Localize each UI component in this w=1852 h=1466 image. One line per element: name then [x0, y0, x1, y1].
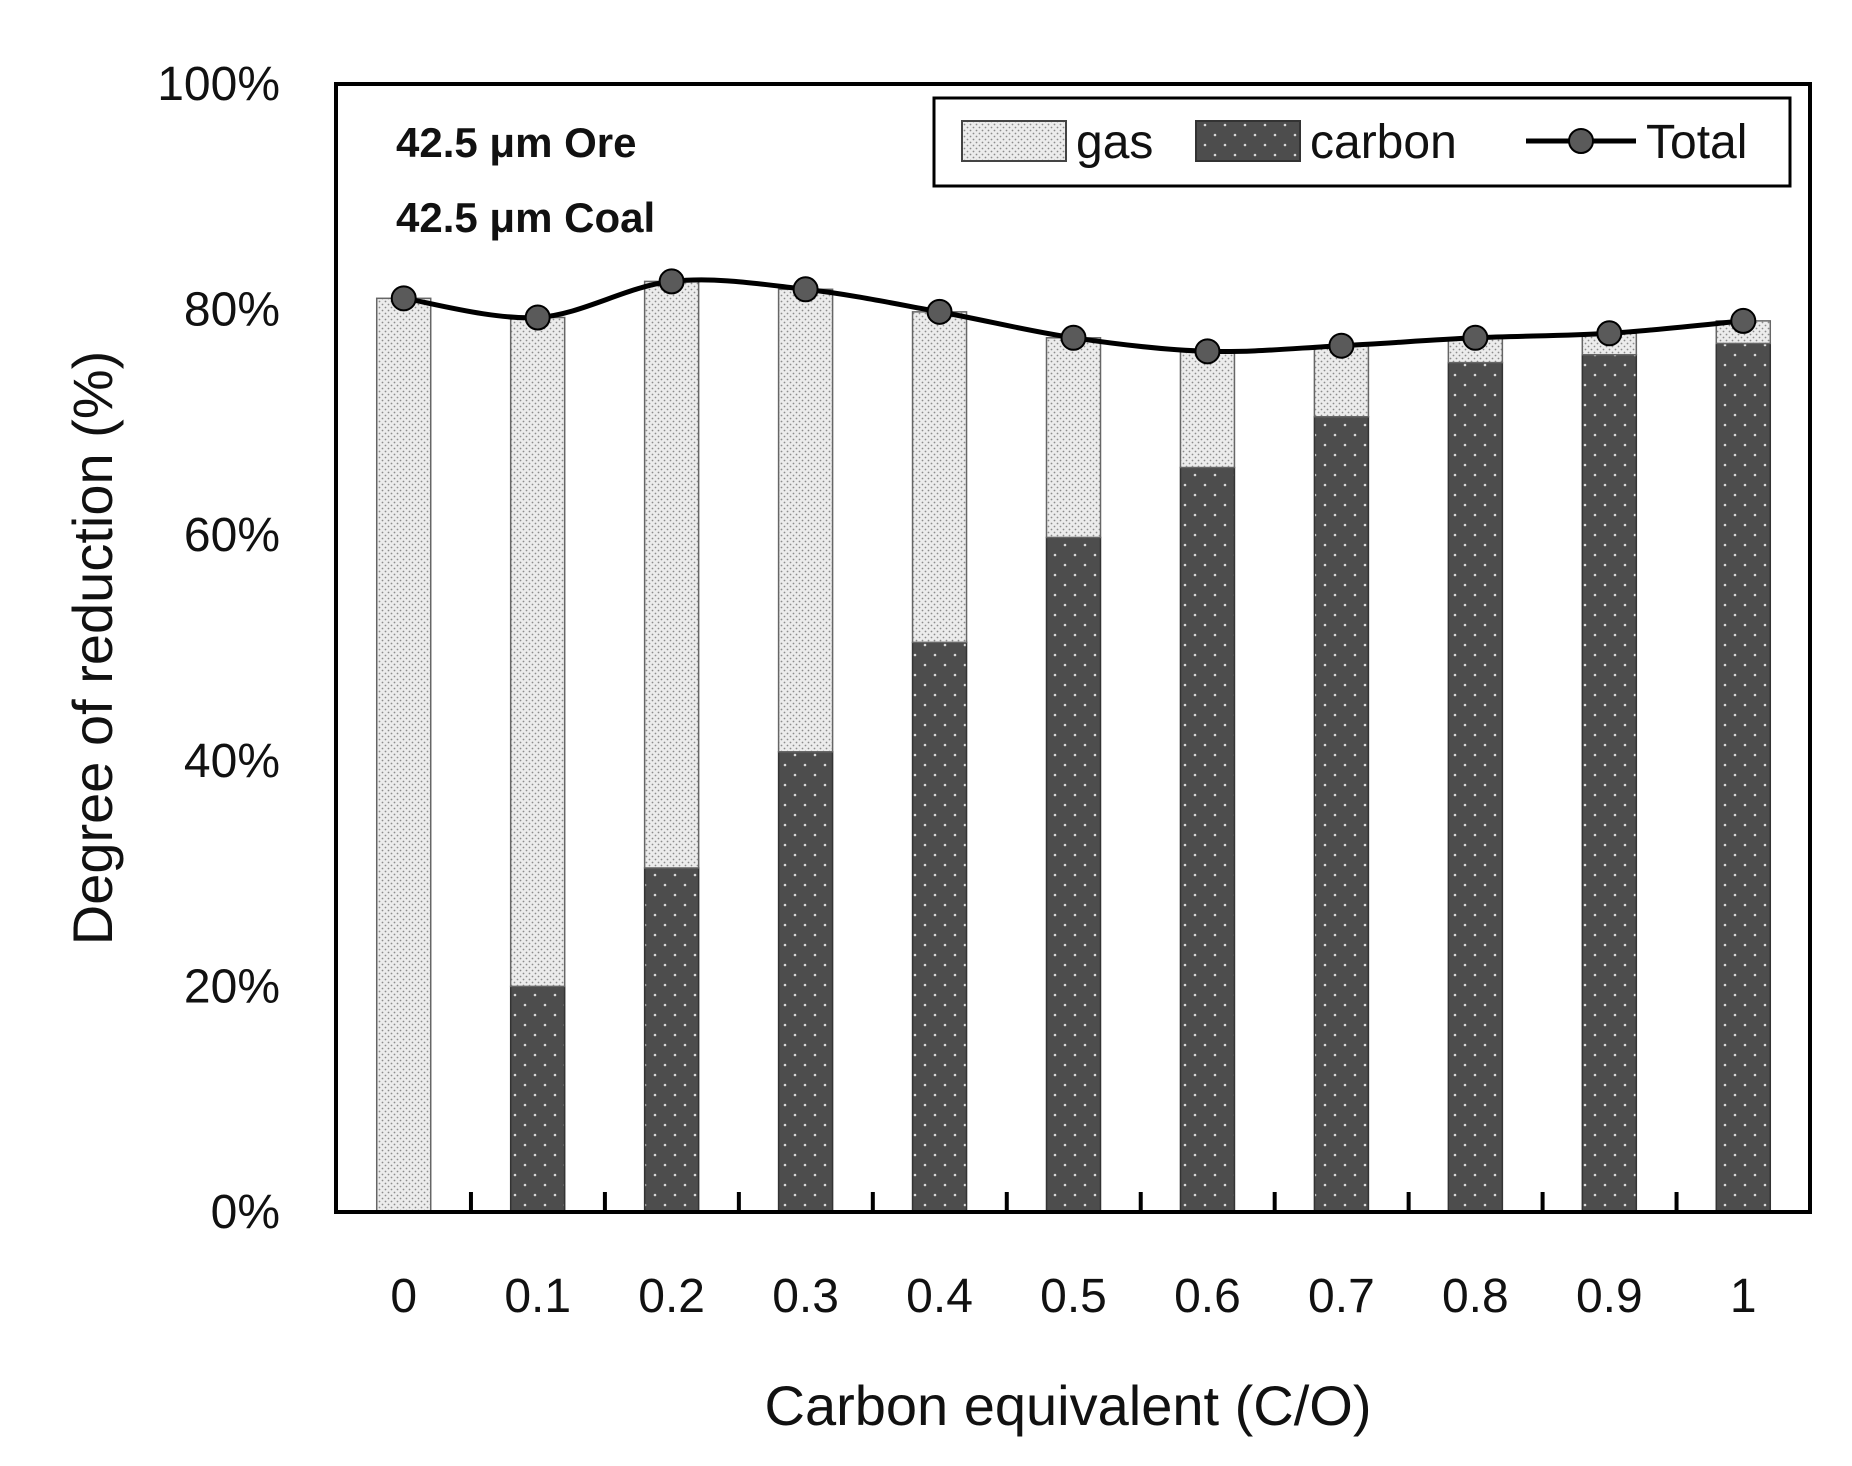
total-point-1: [1730, 307, 1757, 334]
bar-gas-0.5: [1045, 337, 1102, 539]
bar-gas-0.4: [911, 311, 968, 644]
bars-group: [375, 280, 1772, 1213]
annotation-ore: 42.5 μm Ore: [396, 119, 637, 166]
legend-label-total: Total: [1646, 116, 1747, 169]
x-tick-label: 0.7: [1308, 1270, 1375, 1323]
legend-marker-total: [1568, 128, 1594, 154]
x-tick-label: 1: [1730, 1270, 1757, 1323]
y-tick-label: 80%: [184, 284, 280, 337]
x-tick-label: 0.3: [772, 1270, 839, 1323]
total-point-0.7: [1328, 332, 1355, 359]
total-point-0.1: [524, 304, 551, 331]
bar-gas-0.6: [1179, 350, 1236, 469]
total-point-0.9: [1596, 320, 1623, 347]
legend-swatch-carbon: [1195, 120, 1301, 162]
total-point-0.3: [792, 276, 819, 303]
x-tick-label: 0.4: [906, 1270, 973, 1323]
total-point-0.2: [658, 268, 685, 295]
bar-gas-0.3: [777, 288, 834, 753]
y-tick-label: 60%: [184, 509, 280, 562]
bar-carbon-0.2: [643, 867, 700, 1213]
bar-carbon-0.8: [1447, 361, 1504, 1213]
bar-carbon-1: [1715, 342, 1772, 1213]
y-tick-label: 20%: [184, 960, 280, 1013]
x-tick-labels: 0 0.1 0.2 0.3 0.4 0.5 0.6 0.7 0.8 0.9 1: [390, 1270, 1756, 1323]
bar-carbon-0.1: [509, 985, 566, 1213]
bar-carbon-0.7: [1313, 416, 1370, 1213]
bar-carbon-0.5: [1045, 536, 1102, 1213]
y-tick-labels: 0% 20% 40% 60% 80% 100%: [157, 58, 280, 1239]
x-tick-label: 0.2: [638, 1270, 705, 1323]
x-tick-label: 0.8: [1442, 1270, 1509, 1323]
bar-gas-0.1: [509, 316, 566, 988]
x-tick-label: 0.1: [504, 1270, 571, 1323]
x-tick-label: 0.5: [1040, 1270, 1107, 1323]
legend-label-gas: gas: [1076, 116, 1153, 169]
legend: gas carbon Total: [932, 96, 1792, 188]
y-axis-label: Degree of reduction (%): [61, 351, 124, 946]
bar-carbon-0.6: [1179, 466, 1236, 1213]
x-tick-label: 0: [390, 1270, 417, 1323]
total-point-0.6: [1194, 338, 1221, 365]
y-tick-label: 0%: [211, 1186, 280, 1239]
plot-area-frame: [334, 82, 1812, 1214]
legend-swatch-gas: [961, 120, 1067, 162]
legend-label-carbon: carbon: [1310, 116, 1457, 169]
total-point-0: [390, 285, 417, 312]
total-point-0.5: [1060, 324, 1087, 351]
annotation-coal: 42.5 μm Coal: [396, 194, 655, 241]
bar-gas-0: [375, 297, 432, 1213]
x-tick-label: 0.9: [1576, 1270, 1643, 1323]
bar-gas-0.2: [643, 280, 700, 869]
bar-carbon-0.3: [777, 751, 834, 1213]
y-tick-label: 40%: [184, 735, 280, 788]
x-axis-label: Carbon equivalent (C/O): [765, 1374, 1372, 1437]
total-point-0.4: [926, 298, 953, 325]
x-tick-marks: [468, 1192, 1679, 1212]
legend-box: [932, 96, 1792, 188]
bar-carbon-0.9: [1581, 353, 1638, 1213]
y-tick-label: 100%: [157, 58, 280, 111]
total-point-0.8: [1462, 324, 1489, 351]
total-line-group: [390, 268, 1757, 365]
bar-carbon-0.4: [911, 641, 968, 1213]
x-tick-label: 0.6: [1174, 1270, 1241, 1323]
